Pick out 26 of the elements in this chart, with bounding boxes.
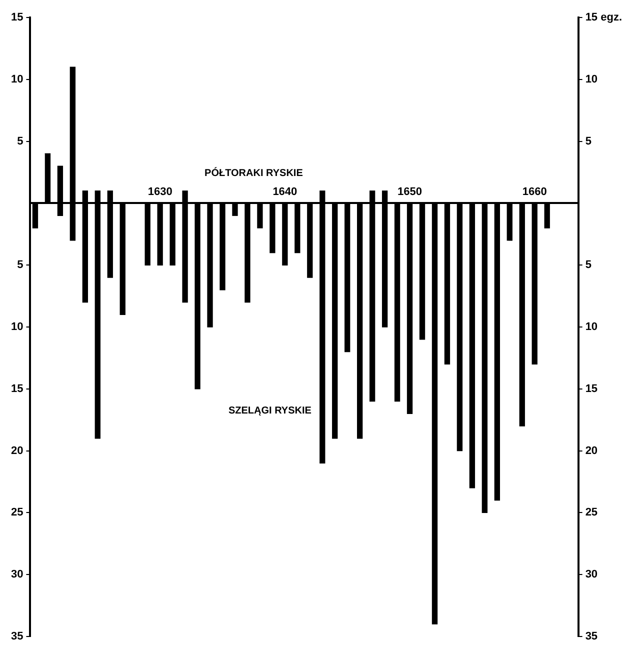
y-tick-label: 35: [10, 630, 24, 642]
y-tick-label: 30: [10, 568, 24, 581]
y2-tick-label: 35: [585, 630, 598, 642]
series-label: SZELĄGI RYSKIE: [228, 406, 312, 417]
y2-tick-label: 15 egz.: [585, 12, 622, 24]
x-tick-label: 1640: [272, 186, 298, 198]
x-tick-label: 1630: [148, 186, 172, 198]
y-tick-label: 10: [10, 321, 24, 334]
y2-tick-label: 5: [585, 259, 592, 272]
y-tick-label: 20: [10, 444, 24, 457]
x-tick-label: 1650: [398, 186, 422, 198]
y-tick-label: 25: [10, 506, 24, 519]
y-tick-label: 10: [10, 74, 24, 86]
y2-tick-label: 25: [585, 506, 598, 519]
y-tick-label: 15: [10, 12, 24, 24]
y2-tick-label: 20: [585, 444, 598, 457]
y-tick-label: 15: [10, 382, 24, 395]
text: PÓŁTORAKI RYSKIE: [204, 167, 304, 180]
y-tick-label: 5: [17, 135, 24, 148]
x-tick-label: 1660: [522, 186, 547, 198]
y-tick-label: 5: [17, 259, 24, 272]
y2-tick-label: 5: [585, 135, 592, 148]
y2-tick-label: 10: [585, 321, 598, 334]
y2-tick-label: 30: [585, 568, 598, 581]
y2-tick-label: 15: [585, 382, 598, 395]
y2-tick-label: 10: [585, 74, 598, 86]
